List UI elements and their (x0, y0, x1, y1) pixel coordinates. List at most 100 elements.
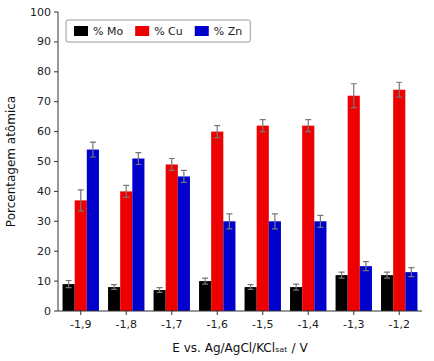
error-bar (248, 285, 254, 290)
y-tick (54, 131, 58, 132)
y-tick (54, 41, 58, 42)
y-tick (54, 221, 58, 222)
series (75, 90, 406, 311)
bar (75, 200, 87, 311)
x-tick-label: -1,5 (252, 318, 273, 331)
x-tick (126, 311, 127, 315)
error-bar (135, 153, 141, 165)
series (87, 150, 418, 311)
y-tick-label: 60 (37, 125, 51, 138)
x-tick-label: -1,2 (389, 318, 410, 331)
bar (314, 221, 326, 311)
x-axis-line (58, 311, 422, 312)
x-tick (353, 311, 354, 315)
x-axis-label: E vs. Ag/AgCl/KClₛₐₜ / V (172, 341, 308, 355)
legend-swatch (74, 26, 88, 36)
y-tick (54, 12, 58, 13)
y-tick (54, 161, 58, 162)
error-bar (123, 185, 129, 197)
bar (245, 287, 257, 311)
error-bar (111, 285, 117, 290)
x-tick-label: -1,7 (161, 318, 182, 331)
bar (211, 132, 223, 311)
y-tick-label: 0 (44, 305, 51, 318)
error-bar (202, 278, 208, 284)
bar (360, 266, 372, 311)
bar (348, 96, 360, 311)
bar (269, 221, 281, 311)
error-bar (181, 170, 187, 182)
x-tick-label: -1,6 (207, 318, 228, 331)
y-tick-label: 80 (37, 65, 51, 78)
x-tick (217, 311, 218, 315)
legend-swatch (135, 26, 149, 36)
bar (336, 275, 348, 311)
y-tick (54, 71, 58, 72)
error-bar (157, 288, 163, 293)
error-bar (260, 120, 266, 132)
error-bar (305, 120, 311, 132)
bar (108, 287, 120, 311)
legend-swatch (195, 26, 209, 36)
bar (393, 90, 405, 311)
y-axis-label: Porcentagem atômica (4, 96, 18, 227)
error-bar (408, 268, 414, 277)
x-tick-label: -1,3 (343, 318, 364, 331)
bar (381, 275, 393, 311)
y-tick-label: 10 (37, 275, 51, 288)
legend: % Mo % Cu % Zn (66, 20, 250, 42)
y-tick-label: 100 (30, 6, 51, 19)
x-tick (399, 311, 400, 315)
bar (405, 272, 417, 311)
bar (166, 164, 178, 311)
bar (87, 150, 99, 311)
legend-box (66, 20, 250, 42)
x-tick (308, 311, 309, 315)
y-tick-label: 30 (37, 215, 51, 228)
x-tick-label: -1,4 (298, 318, 319, 331)
axes: 0 10 20 30 40 50 60 70 80 90 100 -1,9 -1,8 -1,7 -1,6 -1… (30, 6, 422, 332)
error-bars (90, 142, 415, 277)
error-bar (339, 272, 345, 278)
bar (154, 290, 166, 311)
error-bar (396, 82, 402, 97)
error-bar (293, 284, 299, 290)
error-bar (384, 272, 390, 278)
y-tick-label: 50 (37, 155, 51, 168)
legend-label: % Mo (93, 25, 123, 38)
y-tick-label: 90 (37, 35, 51, 48)
x-tick-label: -1,9 (70, 318, 91, 331)
error-bar (317, 215, 323, 227)
bar (257, 126, 269, 311)
x-tick (80, 311, 81, 315)
y-tick (54, 191, 58, 192)
bar (132, 159, 144, 311)
chart: 0 10 20 30 40 50 60 70 80 90 100 -1,9 -1,8 -1,7 -1,6 -1… (0, 0, 434, 361)
error-bar (90, 142, 96, 157)
page: {"chart_data": {"type": "bar", "xlabel":… (0, 0, 434, 361)
bar (223, 221, 235, 311)
y-tick-label: 20 (37, 245, 51, 258)
error-bars (66, 272, 391, 292)
error-bar (226, 214, 232, 229)
legend-label: % Cu (154, 25, 183, 38)
y-tick (54, 311, 58, 312)
y-tick (54, 101, 58, 102)
bar (199, 281, 211, 311)
y-tick-label: 40 (37, 185, 51, 198)
y-tick (54, 281, 58, 282)
error-bars (78, 82, 403, 211)
error-bar (363, 262, 369, 271)
y-tick (54, 251, 58, 252)
error-bar (66, 281, 72, 288)
x-tick (171, 311, 172, 315)
error-bar (78, 190, 84, 211)
x-tick-label: -1,8 (116, 318, 137, 331)
error-bar (214, 126, 220, 138)
legend-label: % Zn (214, 25, 242, 38)
x-tick (262, 311, 263, 315)
error-bar (351, 84, 357, 108)
marks (63, 82, 418, 311)
y-tick-label: 70 (37, 95, 51, 108)
error-bar (169, 159, 175, 171)
